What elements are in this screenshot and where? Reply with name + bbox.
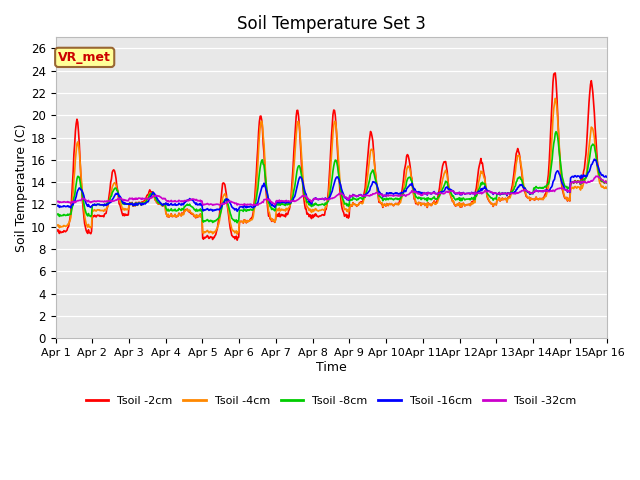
Tsoil -4cm	[399, 191, 406, 197]
Tsoil -32cm	[52, 199, 60, 204]
Tsoil -32cm	[415, 191, 422, 196]
Tsoil -2cm	[234, 237, 241, 243]
Text: VR_met: VR_met	[58, 51, 111, 64]
Line: Tsoil -2cm: Tsoil -2cm	[56, 73, 607, 240]
Tsoil -4cm	[61, 224, 69, 229]
Tsoil -32cm	[399, 192, 406, 198]
Tsoil -32cm	[174, 199, 182, 204]
Tsoil -32cm	[603, 180, 611, 185]
Tsoil -16cm	[415, 189, 422, 194]
Line: Tsoil -32cm: Tsoil -32cm	[56, 176, 607, 205]
Line: Tsoil -8cm: Tsoil -8cm	[56, 132, 607, 223]
Tsoil -2cm	[61, 229, 69, 235]
Tsoil -8cm	[234, 220, 241, 226]
Tsoil -16cm	[118, 199, 126, 204]
Tsoil -4cm	[174, 213, 182, 219]
Tsoil -4cm	[204, 228, 211, 233]
Tsoil -8cm	[118, 200, 126, 205]
Tsoil -4cm	[552, 96, 559, 101]
Tsoil -8cm	[52, 211, 60, 217]
Tsoil -4cm	[118, 205, 126, 211]
X-axis label: Time: Time	[316, 360, 346, 374]
Tsoil -2cm	[52, 228, 60, 233]
Tsoil -32cm	[204, 201, 211, 206]
Tsoil -16cm	[204, 206, 211, 212]
Line: Tsoil -16cm: Tsoil -16cm	[56, 159, 607, 211]
Tsoil -16cm	[61, 204, 69, 209]
Tsoil -16cm	[234, 208, 241, 214]
Tsoil -4cm	[603, 185, 611, 191]
Tsoil -4cm	[52, 222, 60, 228]
Legend: Tsoil -2cm, Tsoil -4cm, Tsoil -8cm, Tsoil -16cm, Tsoil -32cm: Tsoil -2cm, Tsoil -4cm, Tsoil -8cm, Tsoi…	[81, 392, 580, 411]
Title: Soil Temperature Set 3: Soil Temperature Set 3	[237, 15, 426, 33]
Tsoil -2cm	[415, 199, 422, 205]
Tsoil -4cm	[234, 231, 241, 237]
Tsoil -2cm	[399, 183, 406, 189]
Tsoil -8cm	[204, 216, 211, 222]
Tsoil -2cm	[204, 233, 211, 239]
Tsoil -4cm	[415, 200, 422, 205]
Line: Tsoil -4cm: Tsoil -4cm	[56, 98, 607, 234]
Tsoil -8cm	[552, 129, 560, 134]
Tsoil -32cm	[239, 203, 247, 208]
Tsoil -16cm	[52, 203, 60, 208]
Tsoil -2cm	[603, 180, 611, 186]
Tsoil -32cm	[118, 197, 126, 203]
Tsoil -16cm	[399, 190, 406, 195]
Tsoil -16cm	[174, 202, 182, 208]
Tsoil -8cm	[399, 192, 406, 198]
Tsoil -2cm	[552, 70, 559, 76]
Tsoil -32cm	[595, 173, 602, 179]
Tsoil -8cm	[174, 207, 182, 213]
Tsoil -8cm	[603, 180, 611, 185]
Tsoil -8cm	[415, 194, 422, 200]
Y-axis label: Soil Temperature (C): Soil Temperature (C)	[15, 123, 28, 252]
Tsoil -2cm	[118, 211, 126, 216]
Tsoil -32cm	[61, 199, 69, 205]
Tsoil -16cm	[603, 174, 611, 180]
Tsoil -16cm	[591, 156, 598, 162]
Tsoil -2cm	[174, 213, 182, 219]
Tsoil -8cm	[61, 213, 69, 218]
